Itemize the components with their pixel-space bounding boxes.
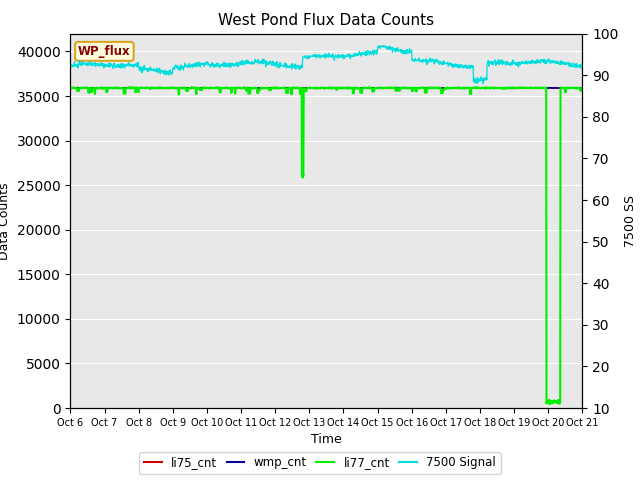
wmp_cnt — [102, 86, 109, 92]
li77_cnt — [106, 85, 114, 91]
7500 Signal — [358, 50, 365, 56]
li75_cnt — [304, 85, 312, 91]
li77_cnt — [358, 90, 365, 96]
Y-axis label: 7500 SS: 7500 SS — [624, 195, 637, 247]
Y-axis label: Data Counts: Data Counts — [0, 182, 12, 260]
wmp_cnt — [304, 85, 312, 91]
li75_cnt — [358, 85, 366, 91]
li75_cnt — [284, 85, 292, 91]
wmp_cnt — [107, 85, 115, 91]
Line: 7500 Signal: 7500 Signal — [70, 46, 582, 84]
Line: wmp_cnt: wmp_cnt — [70, 87, 582, 89]
7500 Signal — [67, 64, 74, 70]
li77_cnt — [546, 401, 554, 407]
li75_cnt — [127, 85, 134, 91]
wmp_cnt — [77, 84, 84, 90]
7500 Signal — [127, 63, 134, 69]
7500 Signal — [375, 43, 383, 49]
wmp_cnt — [579, 85, 586, 91]
li77_cnt — [303, 85, 311, 91]
wmp_cnt — [284, 85, 292, 91]
Line: li77_cnt: li77_cnt — [70, 87, 582, 404]
7500 Signal — [294, 65, 302, 71]
7500 Signal — [579, 63, 586, 69]
li75_cnt — [484, 86, 492, 92]
wmp_cnt — [358, 85, 366, 91]
Legend: li75_cnt, wmp_cnt, li77_cnt, 7500 Signal: li75_cnt, wmp_cnt, li77_cnt, 7500 Signal — [139, 452, 501, 474]
Line: li75_cnt: li75_cnt — [70, 87, 582, 89]
li75_cnt — [200, 84, 208, 90]
li77_cnt — [67, 85, 74, 91]
li77_cnt — [472, 84, 479, 90]
li77_cnt — [294, 85, 302, 91]
7500 Signal — [106, 64, 114, 70]
wmp_cnt — [67, 85, 74, 91]
7500 Signal — [284, 64, 291, 70]
li75_cnt — [579, 85, 586, 91]
li77_cnt — [284, 90, 291, 96]
li75_cnt — [106, 85, 114, 91]
7500 Signal — [303, 56, 311, 62]
wmp_cnt — [128, 85, 136, 91]
li77_cnt — [127, 85, 134, 91]
wmp_cnt — [295, 85, 303, 91]
Text: WP_flux: WP_flux — [78, 45, 131, 58]
7500 Signal — [473, 81, 481, 86]
Title: West Pond Flux Data Counts: West Pond Flux Data Counts — [218, 13, 435, 28]
li77_cnt — [579, 85, 586, 91]
X-axis label: Time: Time — [311, 433, 342, 446]
li75_cnt — [67, 85, 74, 91]
li75_cnt — [295, 85, 303, 91]
